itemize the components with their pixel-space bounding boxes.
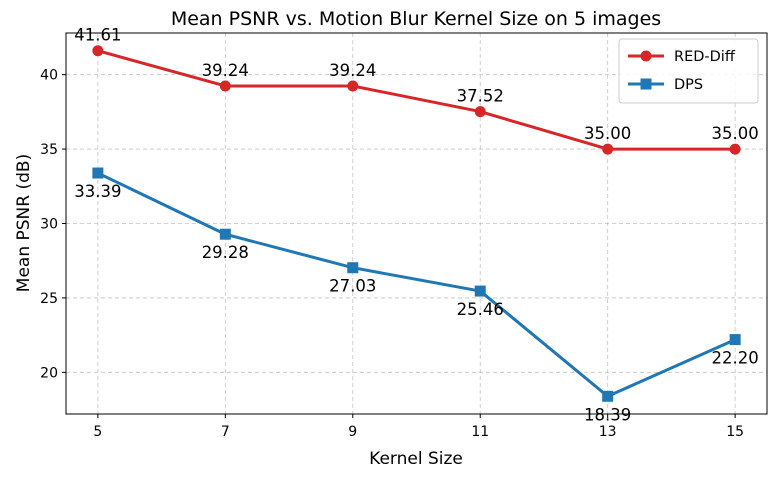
data-label-dps: 29.28 — [202, 243, 249, 262]
series-layer — [92, 45, 741, 402]
data-point-dps — [347, 262, 359, 274]
data-point-dps — [92, 167, 104, 179]
series-line-dps — [97, 171, 736, 398]
data-point-red-diff — [729, 143, 741, 155]
data-label-red-diff: 39.24 — [202, 61, 249, 80]
data-point-red-diff — [219, 80, 231, 92]
data-label-dps: 25.46 — [457, 300, 504, 319]
y-axis-label: Mean PSNR (dB) — [14, 154, 34, 292]
data-point-dps — [729, 334, 741, 346]
data-label-dps: 27.03 — [329, 277, 376, 296]
y-tick-label: 35 — [40, 142, 58, 158]
series-dps — [92, 167, 741, 402]
series-line-red-diff — [97, 49, 736, 151]
legend-marker-red-diff — [640, 50, 652, 62]
y-tick-label: 40 — [40, 68, 58, 84]
data-label-red-diff: 37.52 — [457, 87, 504, 106]
x-tick-label: 13 — [599, 424, 617, 440]
x-tick-label: 9 — [348, 424, 357, 440]
legend-marker-dps — [640, 78, 652, 90]
data-label-dps: 33.39 — [74, 182, 121, 201]
y-tick-label: 25 — [40, 291, 58, 307]
data-label-red-diff: 35.00 — [712, 124, 759, 143]
x-tick-label: 7 — [221, 424, 230, 440]
chart-title: Mean PSNR vs. Motion Blur Kernel Size on… — [171, 8, 661, 30]
series-red-diff — [92, 45, 741, 155]
x-tick-label: 5 — [93, 424, 102, 440]
legend: RED-Diff DPS — [618, 38, 759, 104]
y-tick-label: 20 — [40, 365, 58, 381]
data-labels: 41.61 39.24 39.24 37.52 35.00 35.00 33.39 29.28… — [74, 26, 759, 425]
legend-label-red-diff: RED-Diff — [674, 49, 736, 65]
data-point-red-diff — [347, 80, 359, 92]
y-tick-label: 30 — [40, 217, 58, 233]
data-label-red-diff: 41.61 — [74, 26, 121, 45]
data-label-dps: 22.20 — [712, 349, 759, 368]
data-point-red-diff — [92, 45, 104, 57]
x-axis-label: Kernel Size — [369, 449, 463, 469]
data-point-dps — [474, 285, 486, 297]
data-point-dps — [602, 390, 614, 402]
legend-label-dps: DPS — [674, 77, 703, 93]
data-label-red-diff: 39.24 — [329, 61, 376, 80]
axis-ticks: 5 7 9 11 13 15 20 25 30 35 40 — [40, 68, 744, 440]
data-point-red-diff — [602, 143, 614, 155]
data-point-dps — [219, 228, 231, 240]
x-tick-label: 11 — [471, 424, 489, 440]
data-point-red-diff — [474, 106, 486, 118]
data-label-red-diff: 35.00 — [584, 124, 631, 143]
x-tick-label: 15 — [726, 424, 744, 440]
